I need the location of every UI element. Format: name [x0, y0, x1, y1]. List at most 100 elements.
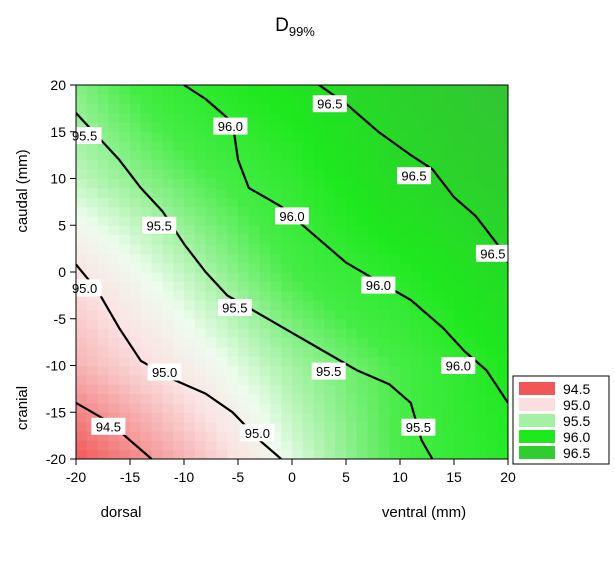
contour-cell: [346, 197, 358, 208]
legend-swatch: [519, 414, 555, 427]
contour-cell: [162, 272, 174, 282]
contour-cell: [173, 449, 185, 459]
contour-cell: [194, 150, 207, 161]
contour-cell: [119, 243, 131, 254]
contour-cell: [389, 412, 401, 423]
contour-cell: [410, 262, 423, 273]
contour-cell: [443, 85, 455, 95]
contour-cell: [389, 178, 401, 189]
contour-cell: [151, 141, 163, 152]
contour-cell: [389, 337, 401, 348]
contour-cell: [248, 215, 261, 226]
contour-cell: [410, 393, 423, 404]
contour-cell: [97, 346, 109, 357]
contour-cell: [97, 393, 109, 404]
x-tick-label: 20: [500, 469, 516, 485]
contour-cell: [162, 300, 174, 310]
contour-cell: [443, 197, 455, 208]
contour-cell: [313, 113, 325, 123]
contour-cell: [464, 159, 477, 170]
contour-cell: [475, 402, 487, 413]
contour-cell: [367, 449, 379, 459]
contour-cell: [292, 365, 304, 376]
contour-cell: [313, 122, 325, 133]
contour-cell: [173, 85, 185, 95]
contour-cell: [443, 346, 455, 357]
contour-cell: [162, 150, 174, 161]
contour-cell: [486, 281, 498, 292]
contour-cell: [486, 356, 498, 367]
contour-cell: [184, 300, 196, 310]
contour-cell: [184, 328, 196, 339]
contour-cell: [194, 318, 207, 329]
contour-cell: [205, 440, 217, 451]
contour-cell: [238, 402, 250, 413]
contour-cell: [292, 309, 304, 320]
contour-cell: [130, 328, 142, 339]
contour-cell: [76, 346, 88, 357]
contour-cell: [216, 85, 228, 95]
contour-cell: [367, 150, 379, 161]
contour-cell: [302, 131, 315, 142]
contour-cell: [194, 300, 207, 310]
contour-cell: [270, 131, 282, 142]
chart-title-main: D: [275, 15, 289, 36]
contour-cell: [184, 365, 196, 376]
contour-cell: [454, 430, 466, 441]
contour-cell: [389, 328, 401, 339]
contour-cell: [194, 234, 207, 245]
contour-cell: [119, 187, 131, 198]
contour-cell: [378, 253, 390, 264]
x-axis: -20 -15 -10 -5 0 5 10 15 20: [66, 459, 516, 485]
contour-cell: [475, 365, 487, 376]
contour-cell: [324, 122, 336, 133]
contour-cell: [97, 337, 109, 348]
contour-cell: [346, 374, 358, 385]
contour-cell: [86, 393, 99, 404]
contour-cell: [475, 272, 487, 282]
contour-cell: [151, 290, 163, 301]
contour-cell: [281, 365, 293, 376]
contour-cell: [454, 440, 466, 451]
contour-cell: [292, 141, 304, 152]
contour-cell: [346, 169, 358, 180]
contour-cell: [151, 346, 163, 357]
contour-cell: [400, 290, 412, 301]
contour-cell: [97, 430, 109, 441]
contour-cell: [270, 281, 282, 292]
contour-cell: [454, 374, 466, 385]
contour-cell: [292, 197, 304, 208]
contour-cell: [464, 262, 477, 273]
contour-cell: [421, 94, 433, 105]
contour-cell: [400, 281, 412, 292]
contour-cell: [356, 234, 369, 245]
contour-cell: [475, 337, 487, 348]
contour-cell: [205, 243, 217, 254]
contour-cell: [130, 374, 142, 385]
contour-cell: [140, 300, 153, 310]
contour-cell: [421, 225, 433, 236]
contour-cell: [367, 374, 379, 385]
contour-cell: [367, 440, 379, 451]
contour-cell: [216, 243, 228, 254]
contour-cell: [464, 243, 477, 254]
contour-cell: [119, 346, 131, 357]
contour-cell: [86, 365, 99, 376]
contour-cell: [216, 225, 228, 236]
contour-cell: [86, 206, 99, 217]
contour-cell: [302, 122, 315, 133]
contour-cell: [454, 159, 466, 170]
contour-cell: [205, 430, 217, 441]
contour-cell: [151, 243, 163, 254]
contour-cell: [400, 225, 412, 236]
contour-cell: [346, 243, 358, 254]
contour-cell: [238, 262, 250, 273]
contour-cell: [270, 430, 282, 441]
contour-cell: [486, 206, 498, 217]
contour-cell: [162, 449, 174, 459]
contour-cell: [313, 272, 325, 282]
contour-fill-layer: [76, 85, 508, 459]
contour-cell: [400, 122, 412, 133]
contour-cell: [76, 253, 88, 264]
contour-cell: [421, 281, 433, 292]
